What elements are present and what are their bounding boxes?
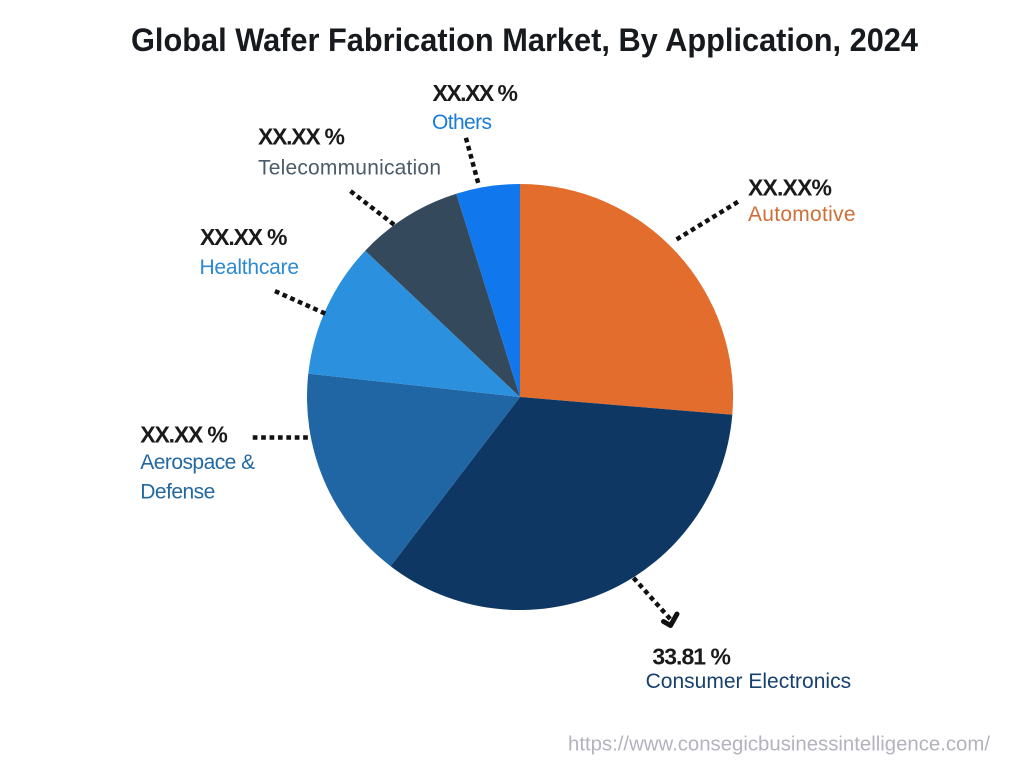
svg-text:Consumer Electronics: Consumer Electronics [646, 670, 852, 693]
svg-text:Healthcare: Healthcare [200, 256, 300, 279]
svg-text:https://www.consegicbusinessin: https://www.consegicbusinessintelligence… [568, 734, 990, 756]
svg-text:XX.XX %: XX.XX % [200, 224, 288, 250]
svg-text:Aerospace &: Aerospace & [140, 451, 255, 474]
svg-text:XX.XX%: XX.XX% [748, 174, 832, 200]
svg-text:Telecommunication: Telecommunication [258, 157, 441, 180]
svg-text:Others: Others [432, 111, 492, 134]
svg-text:Defense: Defense [140, 480, 215, 503]
svg-text:Automotive: Automotive [748, 203, 856, 226]
svg-text:XX.XX %: XX.XX % [433, 80, 519, 106]
svg-text:Global Wafer Fabrication Marke: Global Wafer Fabrication Market, By Appl… [131, 22, 918, 58]
svg-text:33.81 %: 33.81 % [652, 643, 731, 669]
svg-text:XX.XX %: XX.XX % [258, 124, 345, 150]
svg-text:XX.XX %: XX.XX % [140, 421, 228, 447]
